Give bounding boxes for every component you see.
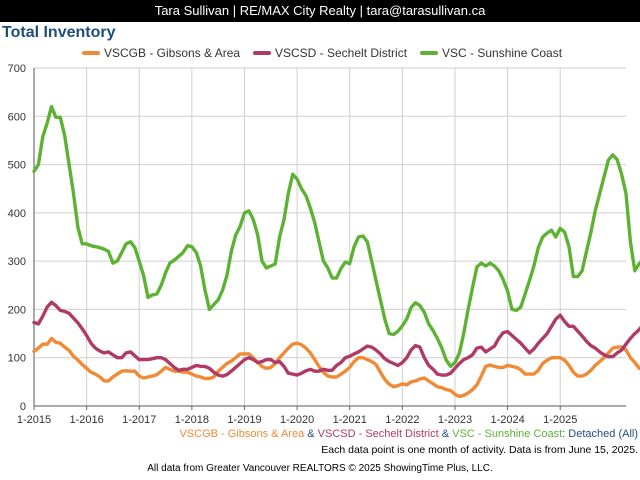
y-tick-label: 0	[20, 401, 26, 413]
series-line-1	[32, 336, 640, 398]
header-text: Tara Sullivan | RE/MAX City Realty | tar…	[154, 3, 486, 18]
x-tick-label: 1-2019	[227, 414, 261, 426]
y-tick-label: 600	[8, 111, 26, 123]
x-tick-label: 1-2023	[438, 414, 472, 426]
data-source: All data from Greater Vancouver REALTORS…	[147, 463, 493, 474]
legend-label-2: VSCSD - Sechelt District	[275, 46, 408, 60]
legend-label-3: VSC - Sunshine Coast	[442, 46, 563, 60]
y-tick-label: 100	[8, 353, 26, 365]
data-note: Each data point is one month of activity…	[321, 444, 638, 456]
x-tick-label: 1-2025	[543, 414, 577, 426]
footer-series-part: &	[304, 428, 318, 440]
footer-series-line: VSCGB - Gibsons & Area & VSCSD - Sechelt…	[179, 428, 638, 440]
series-line-3	[32, 104, 640, 369]
x-tick-label: 1-2015	[17, 414, 51, 426]
x-tick-label: 1-2022	[385, 414, 419, 426]
y-tick-label: 500	[8, 160, 26, 172]
series-line-2	[32, 300, 640, 378]
footer-series-part: : Detached (All)	[562, 428, 638, 440]
y-tick-label: 300	[8, 256, 26, 268]
footer-series-part: &	[438, 428, 453, 440]
x-tick-label: 1-2020	[280, 414, 314, 426]
header-bar: Tara Sullivan | RE/MAX City Realty | tar…	[0, 0, 640, 22]
x-tick-label: 1-2021	[333, 414, 367, 426]
x-tick-label: 1-2024	[490, 414, 524, 426]
y-tick-label: 400	[8, 208, 26, 220]
footer-series-part: VSCGB - Gibsons & Area	[179, 428, 305, 440]
footer-series-part: VSC - Sunshine Coast	[452, 428, 563, 440]
footer-series-part: VSCSD - Sechelt District	[317, 428, 439, 440]
x-tick-label: 1-2016	[69, 414, 103, 426]
chart-title: Total Inventory	[2, 24, 116, 41]
x-tick-label: 1-2018	[175, 414, 209, 426]
legend-label-1: VSCGB - Gibsons & Area	[104, 46, 240, 60]
y-tick-label: 700	[8, 63, 26, 75]
x-tick-label: 1-2017	[122, 414, 156, 426]
y-tick-label: 200	[8, 304, 26, 316]
